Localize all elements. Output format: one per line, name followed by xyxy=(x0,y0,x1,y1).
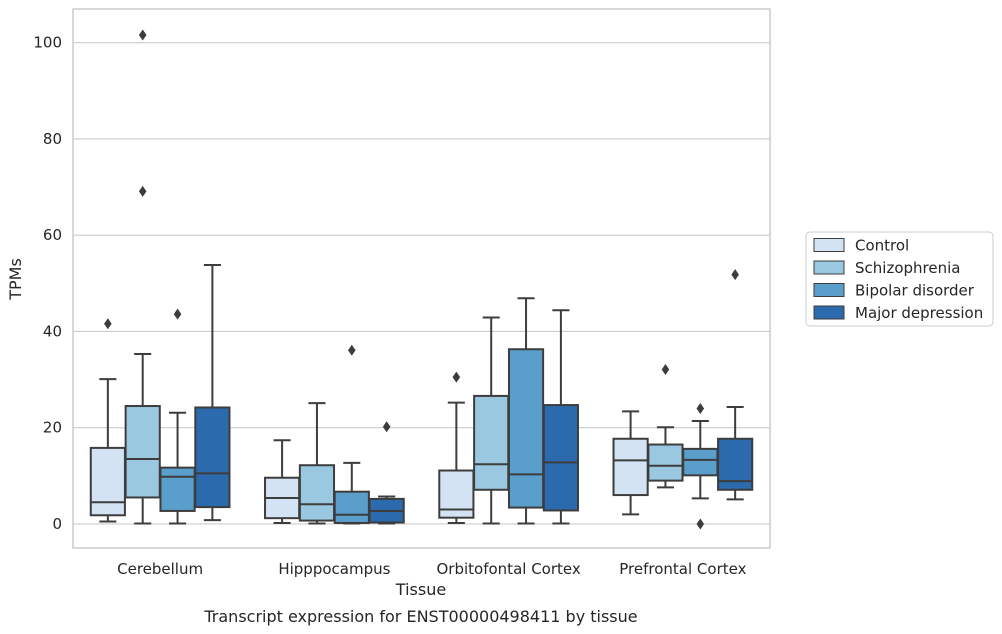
box-2-0 xyxy=(438,371,475,524)
iqr-box xyxy=(612,437,649,497)
legend-frame xyxy=(805,231,994,327)
iqr-box xyxy=(89,446,126,517)
outlier-point xyxy=(452,371,461,383)
outlier-point xyxy=(382,421,391,433)
outlier-point xyxy=(104,318,112,330)
iqr-box xyxy=(717,437,754,491)
iqr-box xyxy=(124,405,161,499)
x-tick-label: Hipppocampus xyxy=(278,560,390,578)
y-tick-label: 100 xyxy=(33,34,62,52)
iqr-box xyxy=(333,490,370,524)
boxes xyxy=(89,29,754,530)
iqr-box xyxy=(298,464,336,522)
y-tick-label: 60 xyxy=(43,226,62,244)
x-tick-label: Cerebellum xyxy=(117,560,203,578)
legend-swatch xyxy=(813,238,845,252)
iqr-box xyxy=(542,404,579,512)
box-1-2 xyxy=(333,344,370,525)
box-2-1 xyxy=(473,316,510,525)
legend-label: Bipolar disorder xyxy=(855,282,975,300)
outlier-point xyxy=(696,518,705,530)
y-tick-labels: 0 20 40 60 80 100 xyxy=(33,34,62,533)
box-2-3 xyxy=(542,309,579,525)
box-0-1 xyxy=(124,29,161,525)
outlier-point xyxy=(138,29,147,41)
box-3-3 xyxy=(717,269,754,501)
box-3-0 xyxy=(612,410,649,516)
y-tick-label: 20 xyxy=(43,419,62,437)
y-tick-label: 80 xyxy=(43,130,62,148)
legend-swatch xyxy=(813,283,845,297)
legend: Control Schizophrenia Bipolar disorder Majo… xyxy=(805,231,994,327)
outlier-point xyxy=(138,185,147,197)
outlier-point xyxy=(731,269,739,281)
iqr-box xyxy=(473,394,510,491)
outlier-point xyxy=(696,402,705,414)
x-axis-label: Tissue xyxy=(395,580,446,599)
outlier-point xyxy=(173,308,182,320)
box-1-1 xyxy=(298,402,336,525)
legend-label: Schizophrenia xyxy=(855,259,960,277)
outlier-point xyxy=(661,363,670,375)
box-1-3 xyxy=(368,421,405,525)
x-tick-label: Orbitofontal Cortex xyxy=(437,560,581,578)
iqr-box xyxy=(507,348,545,509)
iqr-box xyxy=(159,466,196,512)
box-2-2 xyxy=(507,297,545,525)
iqr-box xyxy=(647,443,684,482)
legend-swatch xyxy=(813,305,845,320)
x-tick-labels: Cerebellum Hipppocampus Orbitofontal Corte… xyxy=(117,560,746,578)
legend-label: Major depression xyxy=(855,304,983,322)
box-0-3 xyxy=(194,264,231,522)
box-0-0 xyxy=(89,318,126,523)
legend-label: Control xyxy=(855,237,909,255)
iqr-box xyxy=(682,447,719,477)
outlier-point xyxy=(348,344,356,356)
box-1-0 xyxy=(264,439,301,524)
y-axis-label: TPMs xyxy=(6,258,25,301)
gridlines xyxy=(73,42,770,525)
legend-swatch xyxy=(813,260,845,275)
iqr-box xyxy=(438,469,475,519)
legend-entries: Control Schizophrenia Bipolar disorder Majo… xyxy=(813,237,983,322)
y-tick-label: 0 xyxy=(52,515,62,533)
chart-caption: Transcript expression for ENST0000049841… xyxy=(203,607,637,626)
y-tick-label: 40 xyxy=(43,322,62,340)
iqr-box xyxy=(194,406,231,509)
x-tick-label: Prefrontal Cortex xyxy=(619,560,746,578)
